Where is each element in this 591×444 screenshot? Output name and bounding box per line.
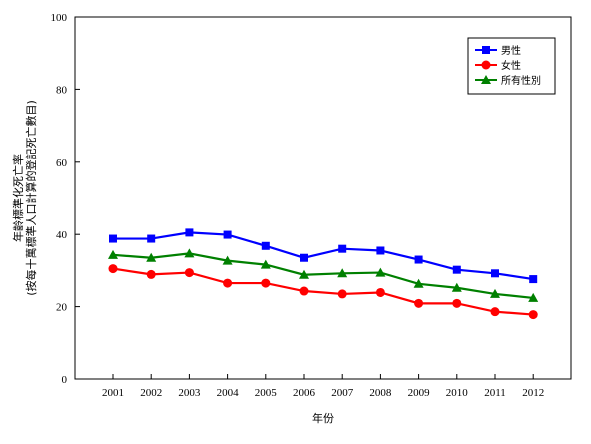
data-point — [338, 244, 347, 253]
data-point — [299, 269, 309, 279]
x-tick-label: 2009 — [408, 387, 431, 399]
series-1 — [109, 228, 538, 284]
legend-label: 男性 — [501, 44, 521, 57]
legend-swatch-marker — [481, 60, 491, 70]
data-point — [528, 292, 539, 302]
data-point — [299, 286, 309, 296]
series-2 — [108, 264, 538, 320]
x-axis: 2001 2002 2003 2004 2005 2006 2007 2008 2009 2010… — [102, 374, 544, 399]
x-tick-label: 2002 — [140, 387, 162, 399]
data-point — [261, 241, 270, 250]
y-axis: 0 20 40 60 80 100 — [51, 12, 80, 386]
data-point — [108, 249, 118, 259]
data-point — [414, 298, 424, 308]
data-point — [490, 288, 500, 298]
y-axis-title-line1: 年齡標準化死亡率 — [11, 154, 25, 242]
legend-swatch-marker — [482, 46, 490, 54]
data-point — [414, 255, 423, 264]
data-point — [184, 248, 195, 258]
legend-item: 所有性別 — [475, 74, 541, 87]
data-point — [300, 253, 308, 262]
data-point — [222, 255, 233, 265]
series-3 — [108, 248, 539, 302]
x-tick-label: 2010 — [446, 387, 469, 399]
series-line — [113, 231, 534, 281]
data-point — [184, 268, 194, 278]
y-tick-label: 80 — [56, 84, 68, 96]
y-axis-title-line2: (按每十萬標準人口計算的登記死亡數目) — [24, 100, 38, 296]
data-point — [491, 269, 499, 278]
x-tick-label: 2005 — [255, 387, 278, 399]
data-point — [108, 264, 118, 274]
data-point — [529, 275, 538, 284]
data-point — [375, 287, 385, 297]
x-axis-title: 年份 — [312, 411, 334, 425]
series-line — [112, 252, 534, 300]
data-point — [223, 230, 232, 239]
series-line — [112, 267, 534, 316]
y-tick-label: 20 — [56, 302, 68, 314]
x-tick-label: 2008 — [369, 387, 392, 399]
data-point — [337, 268, 348, 278]
legend-swatch-marker — [481, 75, 491, 84]
x-tick-label: 2012 — [522, 387, 544, 399]
data-point — [451, 282, 462, 292]
data-point — [375, 267, 386, 277]
y-tick-label: 100 — [51, 12, 68, 24]
legend-item: 男性 — [475, 44, 521, 57]
legend-item: 女性 — [475, 59, 521, 72]
y-axis-title: 年齡標準化死亡率 (按每十萬標準人口計算的登記死亡數目) — [11, 100, 38, 296]
y-tick-label: 40 — [56, 229, 68, 241]
y-tick-label: 0 — [62, 374, 68, 386]
x-tick-label: 2007 — [331, 387, 354, 399]
data-point — [413, 278, 424, 288]
data-point — [185, 228, 194, 237]
x-tick-label: 2006 — [293, 387, 316, 399]
data-point — [452, 298, 462, 308]
data-point — [376, 246, 385, 255]
data-point — [452, 265, 461, 274]
x-tick-label: 2004 — [217, 387, 240, 399]
data-point — [146, 252, 157, 262]
data-point — [337, 289, 347, 299]
y-tick-label: 60 — [56, 157, 68, 169]
data-point — [260, 259, 271, 269]
data-point — [528, 310, 538, 320]
series-layer — [108, 228, 539, 320]
data-point — [261, 278, 271, 288]
x-tick-label: 2001 — [102, 387, 124, 399]
data-point — [223, 278, 233, 288]
legend-label: 所有性別 — [501, 74, 541, 87]
x-tick-label: 2003 — [178, 387, 201, 399]
data-point — [147, 234, 156, 243]
data-point — [146, 269, 156, 279]
legend-label: 女性 — [501, 59, 521, 72]
x-tick-label: 2011 — [484, 387, 506, 399]
data-point — [109, 234, 117, 243]
data-point — [490, 307, 500, 317]
